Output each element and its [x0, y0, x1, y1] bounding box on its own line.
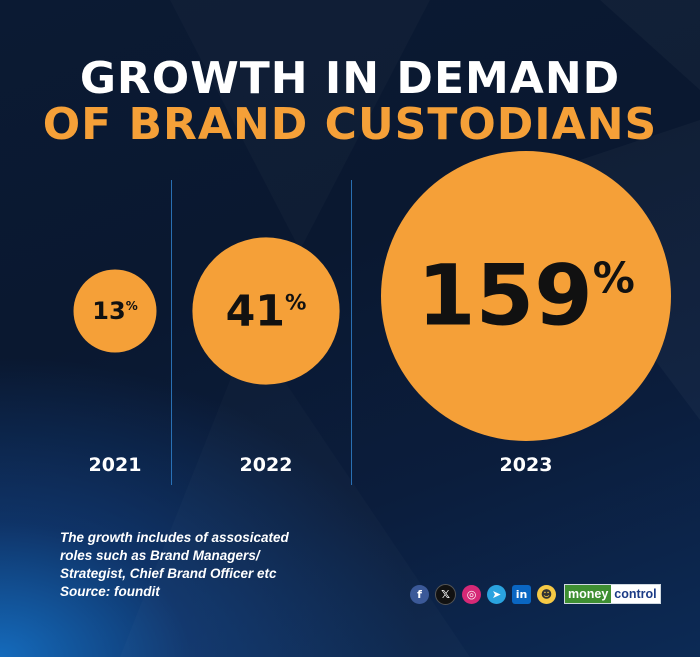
year-label-2022: 2022 — [240, 454, 293, 476]
year-label-2021: 2021 — [89, 454, 142, 476]
year-label-2023: 2023 — [500, 454, 553, 476]
footnote: The growth includes of assosicated roles… — [60, 529, 350, 601]
telegram-icon[interactable]: ➤ — [487, 584, 506, 604]
bubble-2021 — [73, 269, 157, 353]
facebook-icon[interactable]: f — [410, 584, 429, 604]
divider-left — [171, 180, 172, 485]
footnote-line-3: Strategist, Chief Brand Officer etc — [60, 566, 277, 581]
moneycontrol-logo[interactable]: money control — [564, 584, 661, 604]
linkedin-icon[interactable]: in — [512, 584, 531, 604]
title-line-2: OF BRAND CUSTODIANS — [42, 99, 658, 150]
footnote-line-2: roles such as Brand Managers/ — [60, 548, 260, 563]
koo-icon[interactable]: ☻ — [537, 584, 556, 604]
bubble-2022 — [192, 237, 340, 385]
logo-control: control — [614, 587, 657, 601]
bubble-2023 — [381, 151, 671, 441]
social-bar: f 𝕏 ◎ ➤ in ☻ money control — [410, 583, 661, 605]
footnote-line-1: The growth includes of assosicated — [60, 530, 289, 545]
title-line-1: GROWTH IN DEMAND — [79, 53, 621, 104]
divider-right — [351, 180, 352, 485]
logo-money: money — [565, 585, 612, 603]
instagram-icon[interactable]: ◎ — [462, 584, 481, 604]
x-icon[interactable]: 𝕏 — [435, 583, 456, 605]
percent-sign: % — [285, 290, 306, 315]
source-label: Source: foundit — [60, 584, 160, 599]
percent-sign: % — [126, 299, 138, 313]
percent-sign: % — [593, 254, 635, 303]
